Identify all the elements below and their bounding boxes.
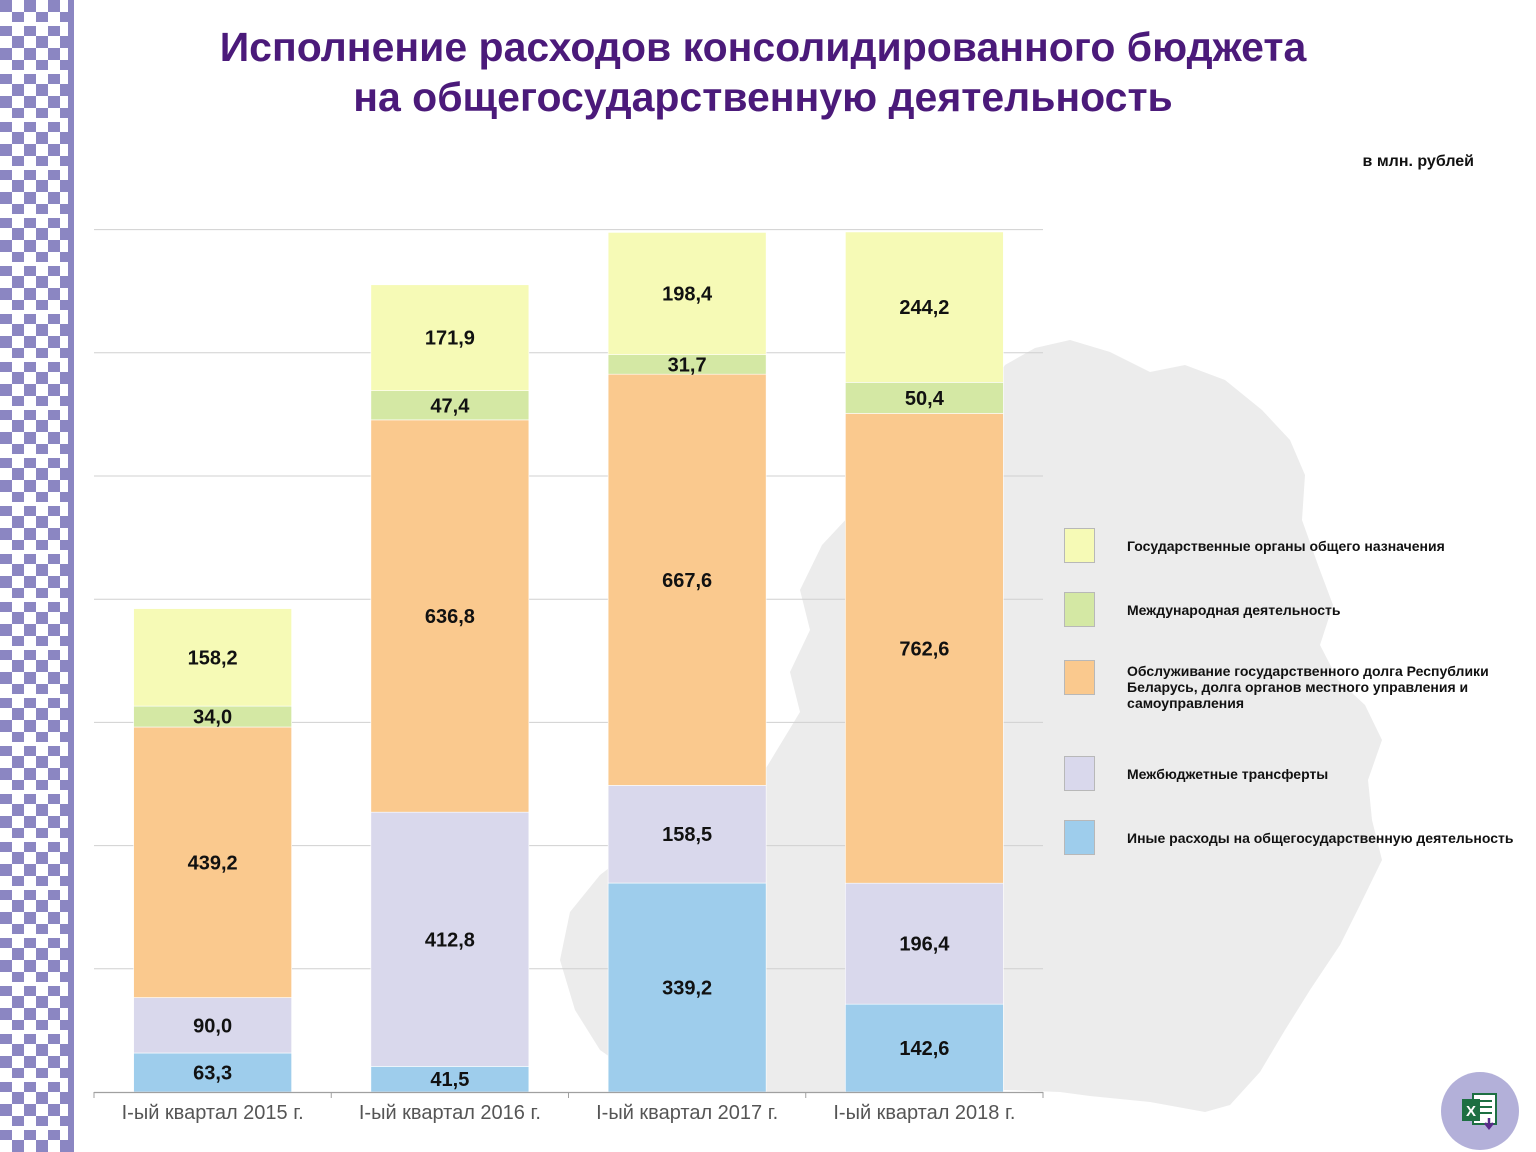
bar-segment <box>370 390 530 421</box>
legend-swatch <box>1064 820 1095 855</box>
legend-label: Обслуживание государственного долга Респ… <box>1127 663 1489 711</box>
bar-segment <box>607 232 767 355</box>
bar-segment <box>845 882 1004 1005</box>
data-label: 196,4 <box>899 934 950 956</box>
category-label: I-ый квартал 2018 г. <box>833 1102 1015 1124</box>
data-label: 667,6 <box>662 570 712 592</box>
bar-segment <box>845 231 1004 383</box>
data-label: 198,4 <box>662 284 713 306</box>
bar-segment <box>607 882 767 1093</box>
bar-segment <box>133 726 292 998</box>
data-label: 171,9 <box>425 328 475 350</box>
data-label: 158,2 <box>188 647 238 669</box>
data-label: 31,7 <box>668 354 707 376</box>
data-label: 63,3 <box>193 1063 232 1085</box>
title-line-1: Исполнение расходов консолидированного б… <box>219 24 1307 70</box>
legend-swatch <box>1064 528 1095 563</box>
data-label: 34,0 <box>193 707 232 729</box>
legend-swatch <box>1064 756 1095 791</box>
bar-segment <box>845 382 1004 414</box>
data-labels: 63,3 90,0 439,2 34,0 158,2 41,5 412,8 636,8 47,4… <box>188 284 951 1092</box>
data-label: 636,8 <box>425 606 475 628</box>
svg-text:X: X <box>1466 1103 1476 1120</box>
page-title: Исполнение расходов консолидированного б… <box>90 22 1436 122</box>
legend-label: Международная деятельность <box>1127 602 1341 618</box>
excel-download-button[interactable]: X <box>1441 1072 1519 1150</box>
bar-segment <box>370 811 530 1067</box>
data-label: 762,6 <box>899 638 949 660</box>
data-label: 50,4 <box>905 388 945 410</box>
data-label: 439,2 <box>188 852 238 874</box>
bar-segment <box>607 785 767 884</box>
bars <box>133 231 1004 1093</box>
data-label: 142,6 <box>899 1038 949 1060</box>
legend-swatch <box>1064 660 1095 695</box>
legend-swatch <box>1064 592 1095 627</box>
bar-segment <box>845 413 1004 884</box>
data-label: 41,5 <box>430 1069 469 1091</box>
units-label: в млн. рублей <box>1362 153 1474 170</box>
data-label: 47,4 <box>430 395 470 417</box>
data-label: 90,0 <box>193 1015 232 1037</box>
bar-segment <box>370 284 530 391</box>
title-line-2: на общегосударственную деятельность <box>353 74 1173 120</box>
bar-segment <box>133 608 292 707</box>
data-label: 244,2 <box>899 297 949 319</box>
category-label: I-ый квартал 2016 г. <box>359 1102 541 1124</box>
bar-segment <box>845 1003 1004 1093</box>
data-label: 158,5 <box>662 824 712 846</box>
excel-download-icon: X <box>1462 1093 1497 1130</box>
data-label: 339,2 <box>662 978 712 1000</box>
legend-label: Иные расходы на общегосударственную деят… <box>1127 830 1514 846</box>
ornament-border <box>0 0 74 1152</box>
category-label: I-ый квартал 2017 г. <box>596 1102 778 1124</box>
category-label: I-ый квартал 2015 г. <box>122 1102 304 1124</box>
legend-label: Межбюджетные трансферты <box>1127 766 1329 782</box>
legend-label: Государственные органы общего назначения <box>1127 538 1445 554</box>
x-axis: I-ый квартал 2015 г. I-ый квартал 2016 г.… <box>93 1091 1044 1124</box>
bar-segment <box>370 419 530 813</box>
data-label: 412,8 <box>425 929 475 951</box>
bar-segment <box>607 373 767 786</box>
